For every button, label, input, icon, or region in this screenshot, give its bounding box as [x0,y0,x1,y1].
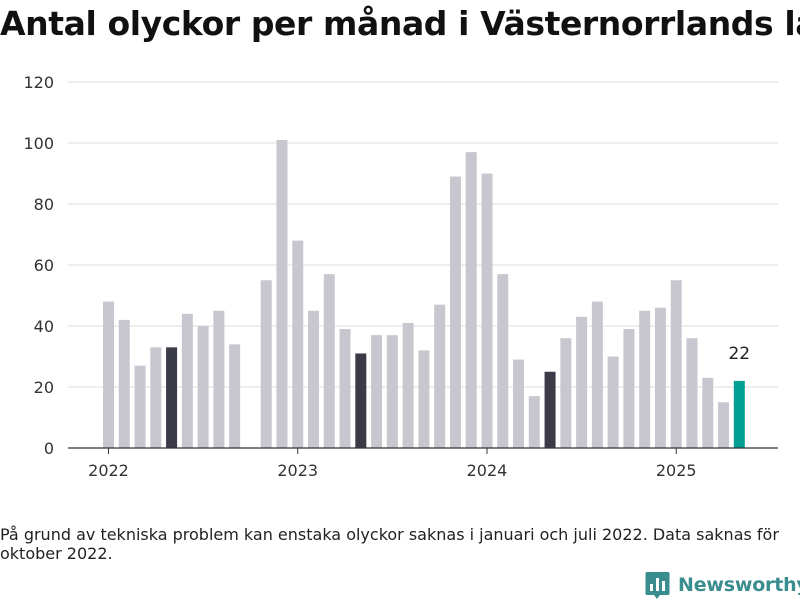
bar [150,347,162,448]
bar [197,326,209,448]
x-tick-label: 2024 [467,461,508,480]
x-tick-label: 2023 [277,461,318,480]
y-tick-label: 40 [34,317,54,336]
bar [229,344,241,448]
bar [402,322,414,448]
bars [103,139,745,449]
bar [718,402,730,448]
bar [702,377,714,448]
bar-chart: 0 20 40 60 80 100 120 22 2022 2023 2024 2025 [23,73,778,480]
bar [513,359,525,448]
bar [355,353,367,448]
brand-logo[interactable]: Newsworthy [645,569,800,601]
bar [576,316,588,448]
bar [434,304,446,448]
bar [371,335,383,448]
bar [134,365,146,448]
bar [670,280,682,448]
x-tick-label: 2025 [656,461,697,480]
bar [481,173,493,448]
bar [103,301,114,448]
y-tick-label: 60 [34,256,54,275]
bar [654,307,666,448]
y-tick-label: 120 [23,73,54,92]
bar [449,176,461,449]
bar [560,338,572,448]
chart-title: Antal olyckor per månad i Västernorrland… [0,4,800,43]
data-label: 22 [728,344,750,364]
bar [260,280,272,448]
bar [118,319,130,448]
bar [528,396,540,448]
y-tick-label: 0 [44,439,54,458]
y-tick-label: 100 [23,134,54,153]
brand-name: Newsworthy [678,574,800,596]
bar [292,240,304,448]
bar [686,338,698,448]
footnote: På grund av tekniska problem kan enstaka… [0,525,779,563]
y-tick-label: 80 [34,195,54,214]
y-tick-label: 20 [34,378,54,397]
bar [497,274,509,448]
x-axis: 2022 2023 2024 2025 [68,447,778,480]
newsworthy-logo-icon [645,571,670,599]
bar [639,310,651,448]
bar [544,371,556,448]
bar [166,347,178,448]
bar [213,310,225,448]
bar [323,274,335,448]
bar [386,335,398,448]
bar [591,301,603,448]
x-tick-label: 2022 [88,461,129,480]
data-labels: 22 [728,344,750,364]
bar [276,139,288,448]
bar [339,329,351,448]
bar [418,350,430,448]
y-axis: 0 20 40 60 80 100 120 [23,73,54,458]
bar [623,329,635,448]
bar [181,313,193,448]
bar [308,310,320,448]
bar [607,356,619,448]
bar [465,152,477,448]
bar [733,380,745,448]
